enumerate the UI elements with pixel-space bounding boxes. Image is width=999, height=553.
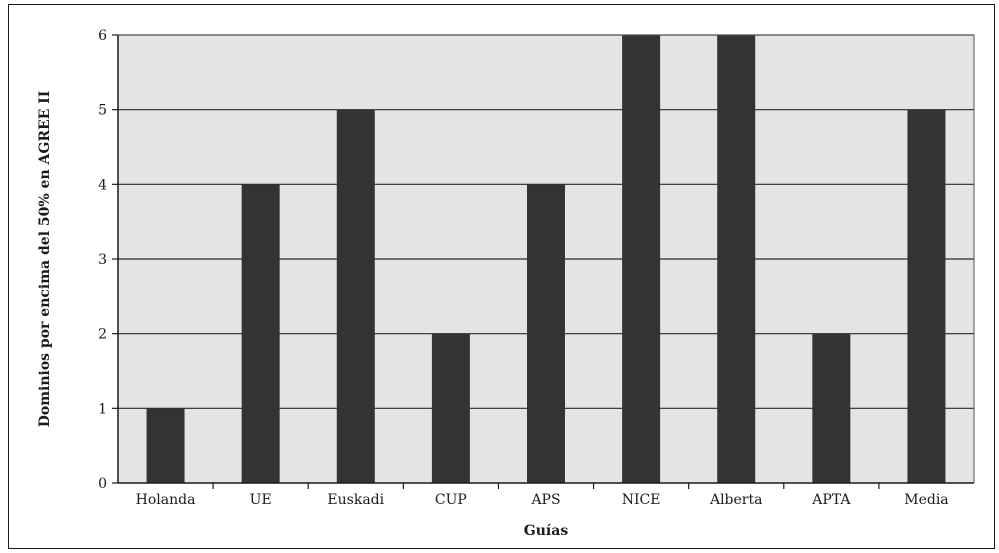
x-axis-title: Guías [524, 523, 569, 539]
bar-chart: 0 1 2 3 4 5 6 Holanda UE Euskadi CUP APS NICE Albert… [37, 28, 975, 539]
axes [112, 34, 975, 489]
x-tick-label: APS [530, 492, 560, 508]
x-tick-label: APTA [811, 492, 851, 508]
bar-aps [527, 184, 565, 484]
bar-ue [241, 184, 280, 484]
x-tick-label: Media [904, 492, 948, 508]
x-tick-label: Holanda [136, 492, 196, 508]
bar-alberta [717, 35, 756, 483]
x-tick-label: CUP [435, 492, 467, 508]
y-tick-label: 6 [98, 28, 107, 44]
x-tick-label: Euskadi [327, 492, 384, 508]
bar-holanda [146, 408, 185, 483]
x-tick-label: UE [250, 492, 272, 508]
y-tick-label: 0 [98, 476, 107, 492]
chart-frame: 0 1 2 3 4 5 6 Holanda UE Euskadi CUP APS NICE Albert… [8, 4, 995, 549]
y-tick-label: 4 [98, 177, 107, 193]
x-tick-labels: Holanda UE Euskadi CUP APS NICE Alberta APTA Med… [136, 492, 949, 508]
y-tick-label: 1 [98, 401, 107, 417]
y-axis-title: Dominios por encima del 50% en AGREE II [37, 91, 53, 428]
bar-euskadi [336, 109, 375, 484]
bar-cup [431, 333, 470, 483]
x-tick-label: Alberta [709, 492, 763, 508]
y-tick-labels: 0 1 2 3 4 5 6 [98, 28, 107, 492]
bar-media [907, 109, 946, 484]
x-tick-label: NICE [622, 492, 661, 508]
y-tick-label: 3 [98, 252, 107, 268]
bar-apta [812, 333, 851, 483]
bars [146, 35, 946, 484]
y-tick-label: 5 [98, 103, 107, 119]
bar-nice [622, 35, 661, 483]
y-tick-label: 2 [98, 327, 107, 343]
